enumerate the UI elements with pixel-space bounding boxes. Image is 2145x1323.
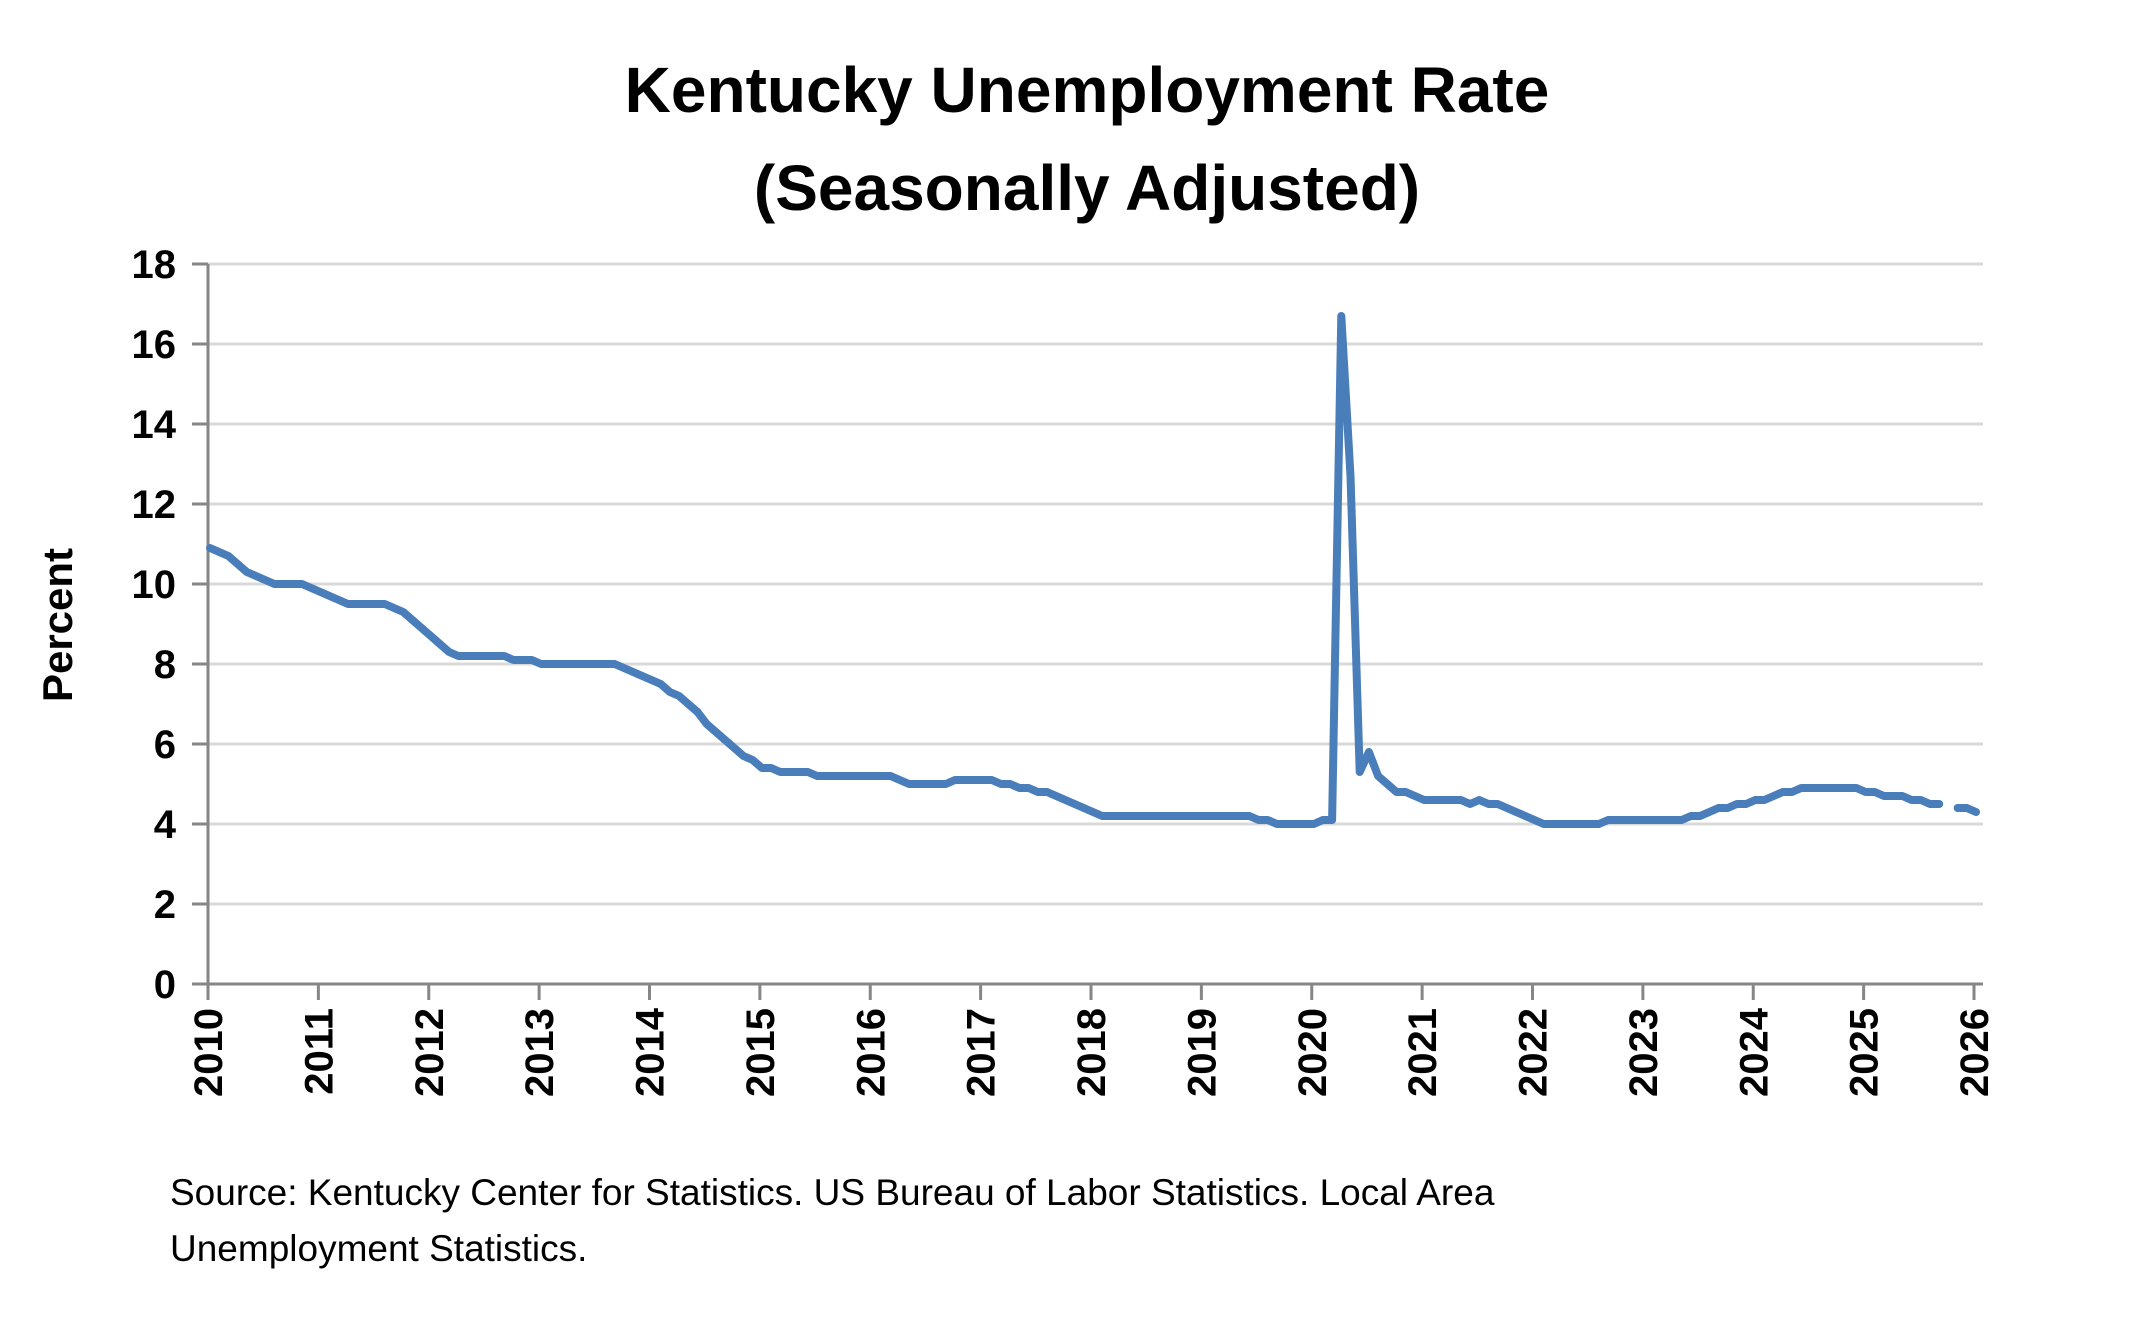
x-tick-label: 2017 — [960, 1008, 1004, 1097]
y-tick-label: 0 — [154, 963, 176, 1007]
chart-title-line-2: (Seasonally Adjusted) — [754, 152, 1420, 224]
x-tick-label: 2025 — [1843, 1008, 1887, 1097]
series-line-segment — [206, 312, 1944, 828]
source-note: Source: Kentucky Center for Statistics. … — [170, 1165, 1770, 1277]
x-tick-label: 2024 — [1732, 1007, 1776, 1097]
x-axis-ticks: 2010 2011 2012 2013 2014 2015 2016 2017 2018 2019… — [187, 984, 1997, 1097]
x-tick-label: 2019 — [1180, 1008, 1224, 1097]
x-tick-label: 2018 — [1070, 1008, 1114, 1097]
x-tick-label: 2023 — [1622, 1008, 1666, 1097]
series-unemployment-rate — [206, 312, 1980, 828]
x-tick-label: 2010 — [187, 1008, 231, 1097]
y-tick-label: 14 — [132, 403, 177, 447]
x-tick-label: 2013 — [518, 1008, 562, 1097]
source-line-2: Unemployment Statistics. — [170, 1228, 588, 1269]
y-tick-label: 10 — [132, 563, 177, 607]
x-tick-label: 2021 — [1401, 1008, 1445, 1097]
x-tick-label: 2011 — [297, 1008, 341, 1095]
y-tick-label: 2 — [154, 883, 176, 927]
gridlines — [208, 262, 1983, 906]
y-axis-ticks: 0 2 4 6 8 10 12 14 16 18 — [132, 243, 208, 1007]
x-tick-label: 2022 — [1512, 1008, 1556, 1097]
x-tick-label: 2015 — [739, 1008, 783, 1097]
y-tick-label: 4 — [154, 803, 177, 847]
x-tick-label: 2014 — [629, 1007, 673, 1097]
y-axis-label: Percent — [34, 548, 81, 702]
x-tick-label: 2016 — [849, 1008, 893, 1097]
x-tick-label: 2020 — [1291, 1008, 1335, 1097]
y-tick-label: 12 — [132, 483, 177, 527]
chart-title-line-1: Kentucky Unemployment Rate — [625, 54, 1550, 126]
y-tick-label: 6 — [154, 723, 176, 767]
y-tick-label: 18 — [132, 243, 177, 287]
y-tick-label: 16 — [132, 323, 177, 367]
x-tick-label: 2026 — [1953, 1008, 1997, 1097]
x-tick-label: 2012 — [408, 1008, 452, 1097]
series-line-segment — [1953, 804, 1980, 816]
source-line-1: Source: Kentucky Center for Statistics. … — [170, 1172, 1495, 1213]
y-tick-label: 8 — [154, 643, 176, 687]
